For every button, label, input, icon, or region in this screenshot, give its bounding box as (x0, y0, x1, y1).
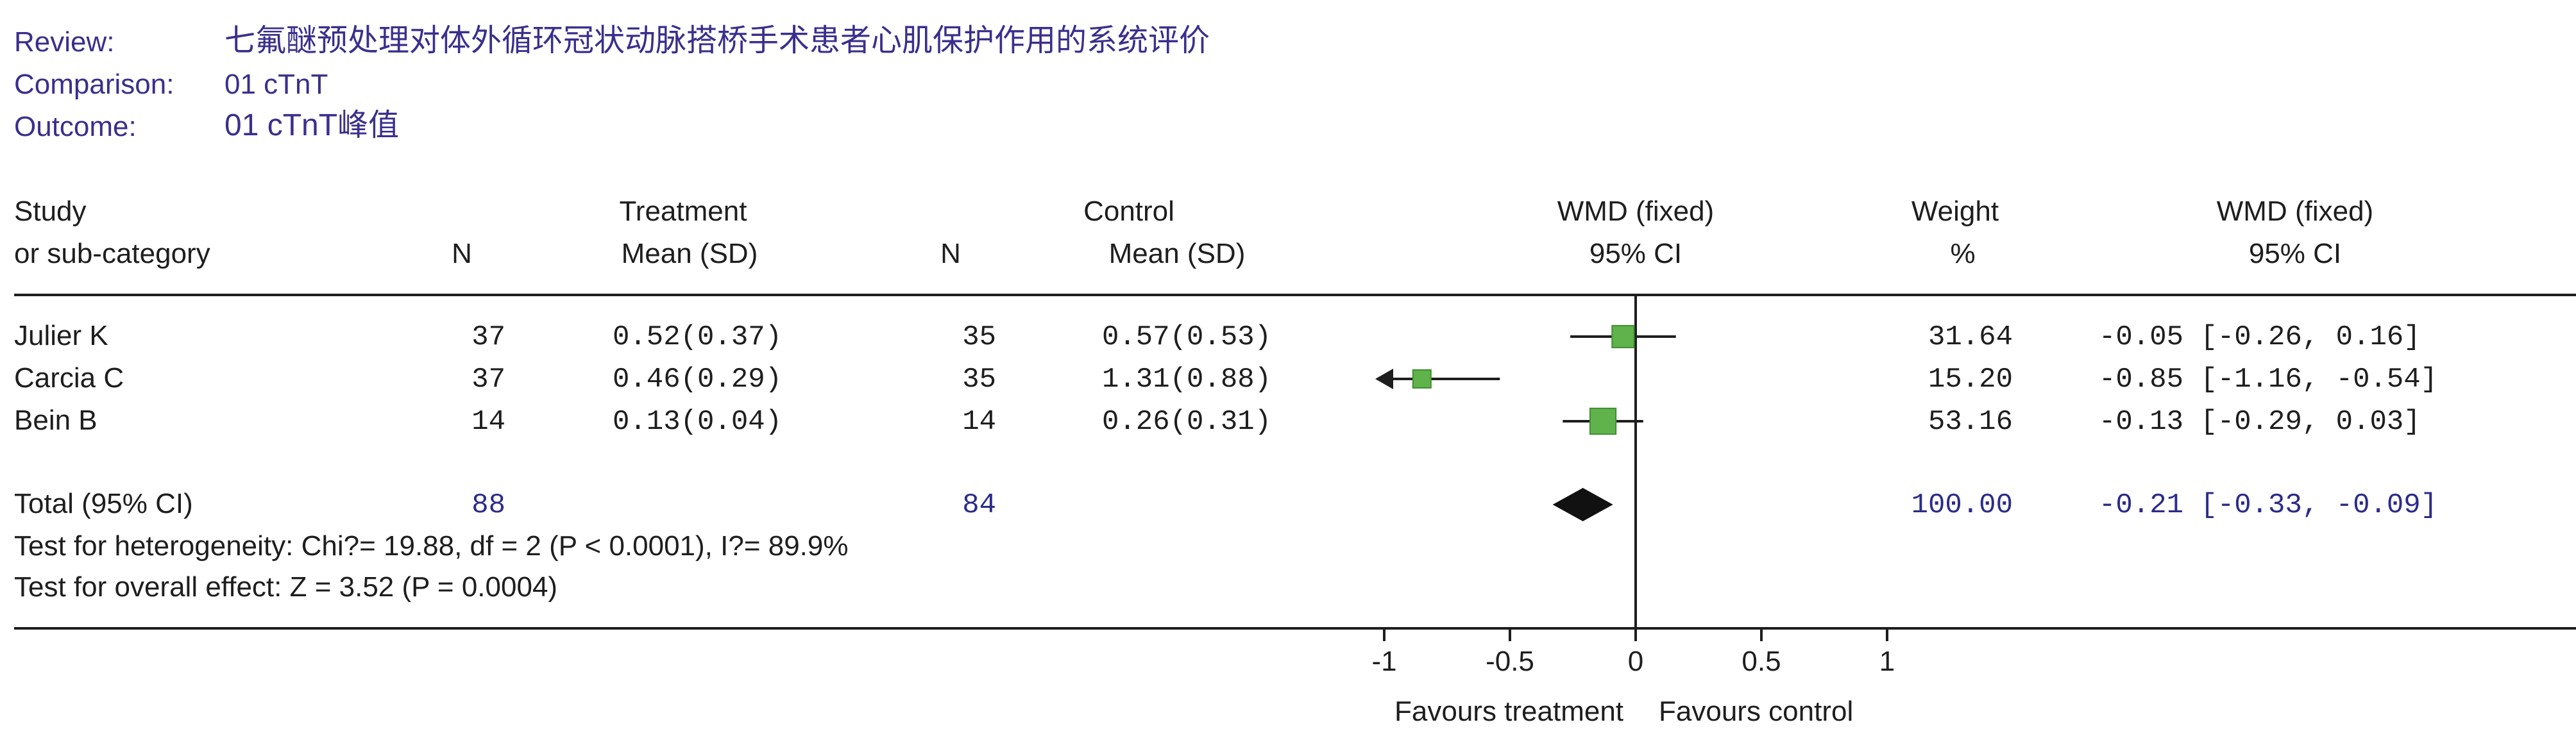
study-control-mean-2: 0.26(0.31) (1102, 406, 1272, 438)
header-control-n: N (940, 238, 961, 269)
x-tick-label-4: 1 (1879, 646, 1895, 677)
study-ci-2: -0.13 [-0.29, 0.03] (2099, 406, 2421, 438)
x-tick-label-0: -1 (1371, 646, 1397, 677)
review-title: 七氟醚预处理对体外循环冠状动脉搭桥手术患者心肌保护作用的系统评价 (225, 24, 1210, 58)
header-control-mean: Mean (SD) (1108, 238, 1246, 269)
point-estimate-0 (1611, 324, 1635, 349)
outcome-value: 01 cTnT峰值 (225, 108, 400, 142)
heterogeneity-test: Test for heterogeneity: Chi?= 19.88, df … (14, 530, 849, 562)
total-treatment-n: 88 (471, 489, 505, 521)
study-treatment-mean-0: 0.52(0.37) (613, 321, 783, 353)
study-weight-1: 15.20 (1928, 364, 2013, 396)
point-estimate-1 (1412, 369, 1432, 389)
x-tick-label-1: -0.5 (1486, 646, 1534, 677)
study-treatment-n-0: 37 (471, 321, 505, 353)
header-weight-pct: % (1950, 238, 1976, 269)
header-wmd-text-ci: 95% CI (2248, 238, 2342, 269)
comparison-value: 01 cTnT (225, 69, 328, 100)
study-control-mean-0: 0.57(0.53) (1102, 321, 1272, 353)
study-name-1: Carcia C (14, 362, 124, 394)
study-treatment-mean-1: 0.46(0.29) (613, 364, 783, 396)
ci-arrow-1 (1375, 369, 1393, 389)
header-weight: Weight (1911, 196, 1999, 227)
favours-treatment-label: Favours treatment (1394, 696, 1624, 727)
review-label: Review: (14, 26, 115, 58)
point-estimate-2 (1589, 407, 1617, 435)
study-treatment-n-2: 14 (471, 406, 505, 438)
study-weight-0: 31.64 (1928, 321, 2013, 353)
study-name-0: Julier K (14, 320, 108, 351)
header-subcategory: or sub-category (14, 238, 210, 269)
study-treatment-n-1: 37 (471, 364, 505, 396)
outcome-label: Outcome: (14, 111, 137, 142)
study-ci-1: -0.85 [-1.16, -0.54] (2099, 364, 2438, 396)
header-wmd-text: WMD (fixed) (2216, 196, 2374, 227)
study-ci-0: -0.05 [-0.26, 0.16] (2099, 321, 2421, 353)
header-wmd-plot: WMD (fixed) (1557, 196, 1715, 227)
header-study: Study (14, 196, 87, 227)
study-control-n-1: 35 (962, 364, 996, 396)
study-control-n-0: 35 (962, 321, 996, 353)
header-wmd-plot-ci: 95% CI (1589, 238, 1682, 269)
header-treatment-mean: Mean (SD) (621, 238, 758, 269)
study-control-mean-1: 1.31(0.88) (1102, 364, 1272, 396)
comparison-label: Comparison: (14, 69, 174, 100)
study-treatment-mean-2: 0.13(0.04) (613, 406, 783, 438)
x-tick-label-3: 0.5 (1741, 646, 1781, 677)
total-ci: -0.21 [-0.33, -0.09] (2099, 489, 2438, 521)
x-tick-label-2: 0 (1627, 646, 1644, 677)
favours-control-label: Favours control (1659, 696, 1854, 727)
total-label: Total (95% CI) (14, 488, 193, 519)
total-diamond (1552, 488, 1613, 521)
total-weight: 100.00 (1911, 489, 2013, 521)
study-name-2: Bein B (14, 405, 97, 436)
study-weight-2: 53.16 (1928, 406, 2013, 438)
header-control: Control (1083, 196, 1174, 227)
total-control-n: 84 (962, 489, 996, 521)
study-control-n-2: 14 (962, 406, 996, 438)
header-treatment-n: N (452, 238, 472, 269)
header-treatment: Treatment (619, 196, 747, 227)
overall-effect-test: Test for overall effect: Z = 3.52 (P = 0… (14, 571, 558, 603)
